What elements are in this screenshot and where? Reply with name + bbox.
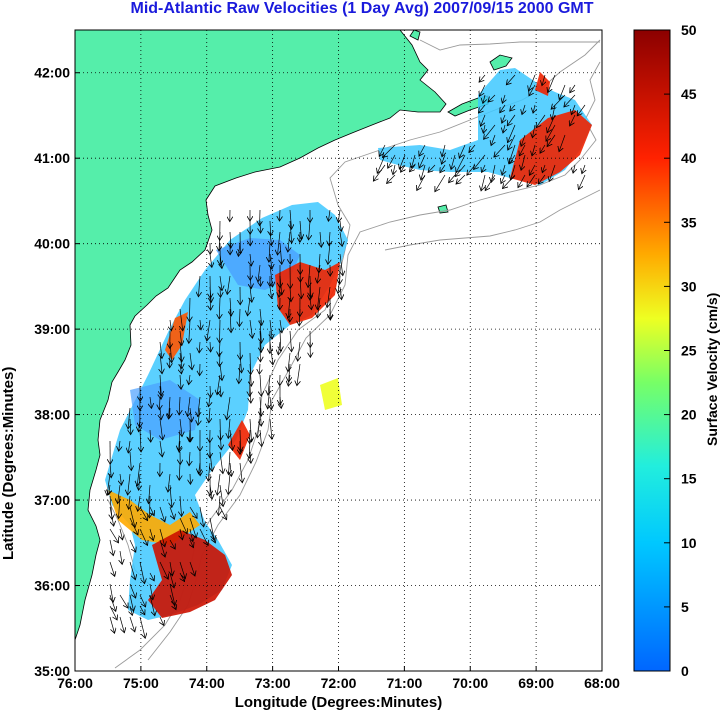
y-axis-ticks: 42:00 41:00 40:00 39:00 38:00 37:00 36:00 35:00 (34, 65, 80, 679)
colorbar-tick-label: 40 (681, 150, 697, 166)
x-tick-label: 76:00 (57, 675, 93, 691)
velocity-vectors (107, 74, 585, 638)
y-tick-label: 42:00 (34, 65, 70, 81)
y-tick-label: 41:00 (34, 150, 70, 166)
y-tick-label: 40:00 (34, 236, 70, 252)
y-tick-label: 35:00 (34, 663, 70, 679)
x-tick-label: 70:00 (452, 675, 488, 691)
map-title: Mid-Atlantic Raw Velocities (1 Day Avg) … (130, 0, 594, 17)
colorbar-tick-label: 15 (681, 471, 697, 487)
colorbar-tick-label: 30 (681, 278, 697, 294)
y-tick-label: 38:00 (34, 407, 70, 423)
colorbar-tick-label: 35 (681, 214, 697, 230)
colorbar-tick-label: 10 (681, 535, 697, 551)
colorbar-tick-label: 45 (681, 86, 697, 102)
y-tick-label: 37:00 (34, 492, 70, 508)
x-tick-label: 73:00 (255, 675, 291, 691)
x-tick-label: 68:00 (584, 675, 620, 691)
colorbar-tick-label: 20 (681, 407, 697, 423)
colorbar-tick-label: 25 (681, 343, 697, 359)
x-tick-label: 74:00 (189, 675, 225, 691)
y-tick-label: 39:00 (34, 321, 70, 337)
x-tick-label: 71:00 (386, 675, 422, 691)
lat-lon-grid (75, 30, 602, 671)
x-tick-label: 72:00 (321, 675, 357, 691)
colorbar-label: Surface Velocity (cm/s) (704, 292, 720, 446)
x-tick-label: 69:00 (518, 675, 554, 691)
y-axis-label: Latitude (Degrees:Minutes) (0, 366, 17, 560)
x-axis-ticks: 76:00 75:00 74:00 73:00 72:00 71:00 70:00 69:00… (57, 666, 620, 691)
colorbar-tick-label: 50 (681, 22, 697, 38)
colorbar-tick-label: 0 (681, 663, 689, 679)
y-tick-label: 36:00 (34, 578, 70, 594)
x-tick-label: 75:00 (123, 675, 159, 691)
colorbar-tick-label: 5 (681, 599, 689, 615)
x-axis-label: Longitude (Degrees:Minutes) (234, 694, 443, 711)
